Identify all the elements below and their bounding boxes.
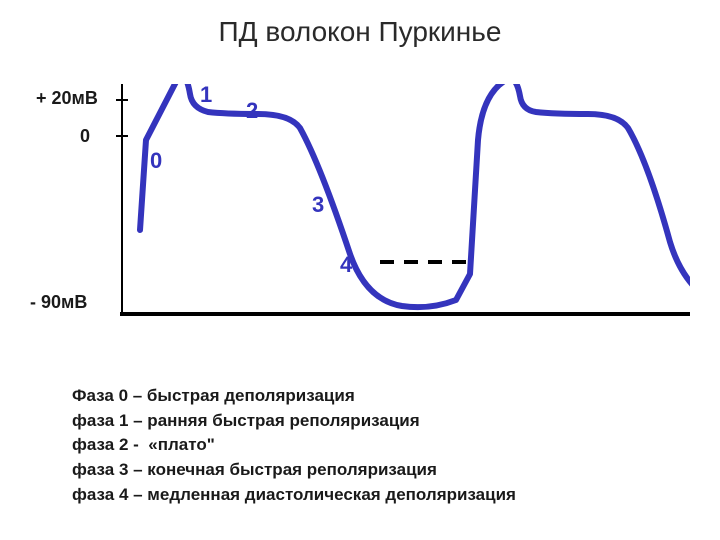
legend-line-1: фаза 1 – ранняя быстрая реполяризация [72,409,672,434]
legend-phase-1: фаза 1 [72,411,128,430]
action-potential-chart: + 20мВ 0 - 90мВ 0 1 2 3 4 [30,84,690,344]
legend-phase-2: фаза 2 [72,435,128,454]
legend-line-3: фаза 3 – конечная быстрая реполяризация [72,458,672,483]
legend-line-4: фаза 4 – медленная диастолическая деполя… [72,483,672,508]
y-tick-label-plus20: + 20мВ [36,88,98,109]
phase-label-0: 0 [150,148,162,174]
y-tick-label-minus90: - 90мВ [30,292,87,313]
phase-legend: Фаза 0 – быстрая деполяризация фаза 1 – … [72,384,672,507]
legend-phase-4: фаза 4 [72,485,128,504]
legend-line-2: фаза 2 - «плато" [72,433,672,458]
legend-desc-1: – ранняя быстрая реполяризация [128,411,419,430]
legend-desc-2: - «плато" [128,435,214,454]
action-potential-curve [140,84,690,307]
phase-label-2: 2 [246,98,258,124]
legend-desc-4: – медленная диастолическая деполяризация [128,485,516,504]
phase-label-4: 4 [340,252,352,278]
phase-label-3: 3 [312,192,324,218]
phase-label-1: 1 [200,82,212,108]
legend-desc-0: – быстрая деполяризация [128,386,355,405]
legend-phase-3: фаза 3 [72,460,128,479]
legend-line-0: Фаза 0 – быстрая деполяризация [72,384,672,409]
y-tick-label-zero: 0 [80,126,90,147]
chart-svg [30,84,690,344]
legend-desc-3: – конечная быстрая реполяризация [128,460,437,479]
legend-phase-0: Фаза 0 [72,386,128,405]
page-title: ПД волокон Пуркинье [0,16,720,48]
